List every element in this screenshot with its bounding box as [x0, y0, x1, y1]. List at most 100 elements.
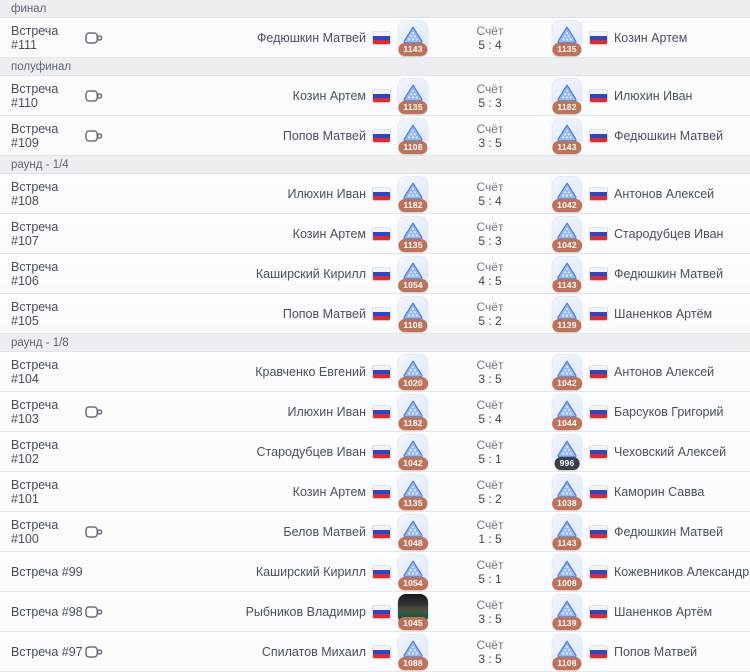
- player2-cell: Федюшкин Матвей: [582, 525, 750, 539]
- russia-flag-icon: [373, 31, 390, 44]
- score-label: Счёт: [476, 121, 504, 136]
- match-row[interactable]: Встреча #109 Попов Матвей: [0, 116, 750, 156]
- player1-name: Козин Артем: [292, 484, 366, 499]
- score-cell: Счёт 5 : 4: [428, 180, 552, 208]
- match-row[interactable]: Встреча #103 Илюхин Иван: [0, 392, 750, 432]
- player1-name: Илюхин Иван: [287, 186, 366, 201]
- score-cell: Счёт 5 : 3: [428, 220, 552, 248]
- video-camera-icon[interactable]: [85, 405, 119, 419]
- russia-flag-icon: [590, 227, 607, 240]
- match-row[interactable]: Встреча #104 Кравченко Евгений: [0, 352, 750, 392]
- player2-rating-badge: 1008: [552, 576, 582, 590]
- score-label: Счёт: [476, 219, 504, 234]
- score-label: Счёт: [476, 517, 504, 532]
- russia-flag-icon: [590, 525, 607, 538]
- player2-rating-badge: 1143: [552, 278, 582, 292]
- player1-avatar[interactable]: 1143: [398, 19, 428, 56]
- player2-cell: Федюшкин Матвей: [582, 129, 750, 143]
- score-value: 5 : 4: [478, 193, 502, 208]
- match-row[interactable]: Встреча #101 Козин Артем: [0, 472, 750, 512]
- score-label: Счёт: [476, 557, 504, 572]
- player2-avatar[interactable]: 1182: [552, 77, 582, 114]
- match-id-label: Встреча #99: [11, 564, 83, 579]
- player1-avatar[interactable]: 1135: [398, 215, 428, 252]
- score-cell: Счёт 5 : 4: [428, 24, 552, 52]
- player2-name: Федюшкин Матвей: [614, 128, 724, 143]
- player2-avatar[interactable]: 996: [552, 433, 582, 470]
- video-camera-icon[interactable]: [85, 525, 119, 539]
- player2-avatar[interactable]: 1044: [552, 393, 582, 430]
- russia-flag-icon: [373, 445, 390, 458]
- player2-name: Козин Артем: [614, 30, 688, 45]
- player1-avatar[interactable]: 1135: [398, 77, 428, 114]
- video-camera-icon[interactable]: [85, 645, 119, 659]
- player2-cell: Шаненков Артём: [582, 605, 750, 619]
- player2-avatar[interactable]: 1042: [552, 353, 582, 390]
- score-value: 3 : 5: [478, 371, 502, 386]
- player2-avatar[interactable]: 1042: [552, 215, 582, 252]
- player1-cell: Илюхин Иван: [119, 405, 390, 419]
- player2-avatar[interactable]: 1143: [552, 513, 582, 550]
- video-camera-icon[interactable]: [85, 31, 119, 45]
- match-row[interactable]: Встреча #108 Илюхин Иван: [0, 174, 750, 214]
- player1-cell: Стародубцев Иван: [119, 445, 390, 459]
- player1-name: Спилатов Михаил: [261, 644, 366, 659]
- round-section-title: раунд - 1/4: [11, 158, 69, 171]
- player1-avatar[interactable]: 1045: [398, 593, 428, 630]
- match-row[interactable]: Встреча #105 Попов Матвей: [0, 294, 750, 334]
- player1-avatar[interactable]: 1020: [398, 353, 428, 390]
- player1-avatar[interactable]: 1108: [398, 117, 428, 154]
- player2-rating-badge: 1143: [552, 536, 582, 550]
- score-label: Счёт: [476, 637, 504, 652]
- match-row[interactable]: Встреча #106 Каширский Кирилл: [0, 254, 750, 294]
- player1-avatar[interactable]: 1042: [398, 433, 428, 470]
- video-camera-icon[interactable]: [85, 605, 119, 619]
- player1-avatar[interactable]: 1054: [398, 553, 428, 590]
- match-row[interactable]: Встреча #110 Козин Артем: [0, 76, 750, 116]
- player1-name: Белов Матвей: [283, 524, 366, 539]
- match-id-label: Встреча #103: [11, 397, 59, 426]
- match-row[interactable]: Встреча #97 Спилатов Михаил: [0, 632, 750, 672]
- player2-avatar[interactable]: 1038: [552, 473, 582, 510]
- russia-flag-icon: [590, 89, 607, 102]
- player2-avatar[interactable]: 1139: [552, 295, 582, 332]
- player1-avatar[interactable]: 1048: [398, 513, 428, 550]
- player1-avatar[interactable]: 1182: [398, 393, 428, 430]
- round-section-header: раунд - 1/4: [0, 156, 750, 174]
- score-cell: Счёт 5 : 2: [428, 300, 552, 328]
- score-cell: Счёт 5 : 2: [428, 478, 552, 506]
- russia-flag-icon: [373, 129, 390, 142]
- player1-avatar[interactable]: 1088: [398, 633, 428, 670]
- match-row[interactable]: Встреча #107 Козин Артем: [0, 214, 750, 254]
- russia-flag-icon: [373, 307, 390, 320]
- player1-avatar[interactable]: 1108: [398, 295, 428, 332]
- player2-name: Кожевников Александр: [614, 564, 750, 579]
- video-camera-icon[interactable]: [85, 89, 119, 103]
- player2-avatar[interactable]: 1042: [552, 175, 582, 212]
- score-value: 5 : 1: [478, 571, 502, 586]
- match-row[interactable]: Встреча #99 Каширский Кирилл: [0, 552, 750, 592]
- player2-avatar[interactable]: 1143: [552, 255, 582, 292]
- player2-avatar[interactable]: 1008: [552, 553, 582, 590]
- russia-flag-icon: [373, 605, 390, 618]
- player1-avatar[interactable]: 1054: [398, 255, 428, 292]
- player1-avatar[interactable]: 1135: [398, 473, 428, 510]
- score-label: Счёт: [476, 397, 504, 412]
- match-row[interactable]: Встреча #98 Рыбников Владимир: [0, 592, 750, 632]
- russia-flag-icon: [590, 445, 607, 458]
- player2-name: Федюшкин Матвей: [614, 266, 724, 281]
- player1-avatar[interactable]: 1182: [398, 175, 428, 212]
- match-row[interactable]: Встреча #102 Стародубцев Иван: [0, 432, 750, 472]
- match-id-label: Встреча #104: [11, 357, 59, 386]
- player2-avatar[interactable]: 1135: [552, 19, 582, 56]
- score-value: 5 : 1: [478, 451, 502, 466]
- match-row[interactable]: Встреча #100 Белов Матвей: [0, 512, 750, 552]
- match-row[interactable]: Встреча #111 Федюшкин Матвей: [0, 18, 750, 58]
- player2-avatar[interactable]: 1143: [552, 117, 582, 154]
- player2-avatar[interactable]: 1139: [552, 593, 582, 630]
- video-camera-icon[interactable]: [85, 129, 119, 143]
- player2-avatar[interactable]: 1108: [552, 633, 582, 670]
- player2-name: Шаненков Артём: [614, 306, 713, 321]
- russia-flag-icon: [590, 365, 607, 378]
